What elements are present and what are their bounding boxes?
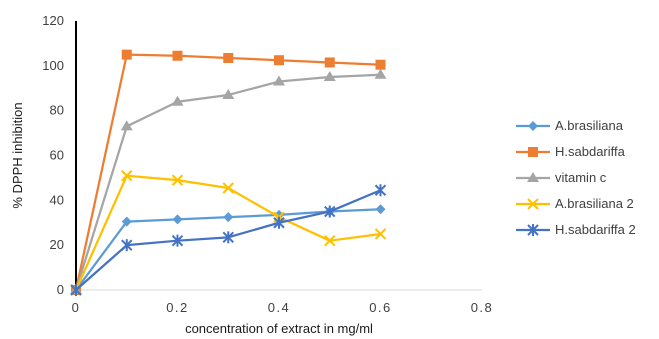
series-2 bbox=[71, 49, 386, 295]
data-point bbox=[120, 120, 133, 131]
data-point bbox=[121, 239, 133, 252]
data-point bbox=[375, 59, 386, 70]
series-layer bbox=[70, 49, 387, 296]
y-tick-label: 60 bbox=[50, 148, 64, 163]
data-point bbox=[323, 71, 336, 82]
x-axis-label: concentration of extract in mg/ml bbox=[185, 321, 373, 336]
legend-marker bbox=[528, 121, 538, 131]
data-point bbox=[273, 216, 285, 229]
data-point bbox=[324, 205, 336, 218]
series-3 bbox=[70, 68, 387, 294]
legend-marker bbox=[528, 147, 538, 157]
legend-marker bbox=[527, 198, 539, 210]
data-point bbox=[374, 228, 387, 240]
y-tick-label: 80 bbox=[50, 103, 64, 118]
legend-label: H.sabdariffa 2 bbox=[555, 222, 636, 237]
y-tick-label: 20 bbox=[50, 237, 64, 252]
data-point bbox=[324, 57, 335, 68]
legend-marker bbox=[527, 172, 539, 182]
data-point bbox=[223, 52, 234, 63]
x-tick-label: 0.4 bbox=[268, 300, 291, 315]
legend-item: A.brasiliana bbox=[516, 118, 624, 133]
data-point bbox=[222, 88, 235, 99]
legend-item: A.brasiliana 2 bbox=[516, 196, 634, 211]
y-tick-labels: 0 20 40 60 80 100 120 bbox=[42, 13, 64, 297]
data-point bbox=[324, 234, 336, 247]
series-5 bbox=[70, 184, 387, 296]
legend-label: A.brasiliana 2 bbox=[555, 196, 634, 211]
data-point bbox=[70, 284, 82, 296]
legend-label: H.sabdariffa bbox=[555, 144, 626, 159]
data-point bbox=[374, 68, 387, 79]
data-point bbox=[121, 216, 132, 227]
data-point bbox=[171, 174, 184, 186]
axes bbox=[75, 21, 482, 291]
y-tick-label: 0 bbox=[57, 282, 64, 297]
data-point bbox=[222, 231, 234, 244]
series-line bbox=[74, 73, 381, 291]
y-tick-label: 120 bbox=[42, 13, 64, 28]
y-axis-label: % DPPH inhibition bbox=[10, 102, 25, 208]
x-tick-label: 0 bbox=[72, 300, 81, 315]
legend-label: vitamin c bbox=[555, 170, 607, 185]
data-point bbox=[172, 214, 183, 225]
data-point bbox=[274, 55, 284, 66]
y-tick-label: 40 bbox=[50, 192, 64, 207]
legend-item: H.sabdariffa 2 bbox=[516, 222, 636, 237]
legend: A.brasiliana H.sabdariffa vitamin c A.brasi… bbox=[516, 118, 636, 237]
data-point bbox=[375, 204, 386, 215]
legend-label: A.brasiliana bbox=[555, 118, 624, 133]
data-point bbox=[222, 182, 234, 194]
x-tick-labels: 0 0.2 0.4 0.6 0.8 bbox=[72, 300, 494, 315]
data-point bbox=[121, 169, 133, 182]
data-point bbox=[171, 95, 184, 106]
data-point bbox=[171, 234, 184, 247]
data-point bbox=[223, 212, 234, 223]
data-point bbox=[172, 50, 183, 61]
data-point bbox=[121, 49, 132, 60]
legend-item: H.sabdariffa bbox=[516, 144, 626, 159]
x-tick-label: 0.8 bbox=[471, 300, 494, 315]
data-point bbox=[273, 75, 285, 86]
x-tick-label: 0.2 bbox=[166, 300, 189, 315]
x-tick-label: 0.6 bbox=[369, 300, 392, 315]
series-1 bbox=[71, 204, 386, 295]
y-tick-label: 100 bbox=[42, 58, 64, 73]
data-point bbox=[374, 184, 387, 197]
legend-item: vitamin c bbox=[516, 170, 607, 185]
legend-marker bbox=[527, 224, 539, 236]
